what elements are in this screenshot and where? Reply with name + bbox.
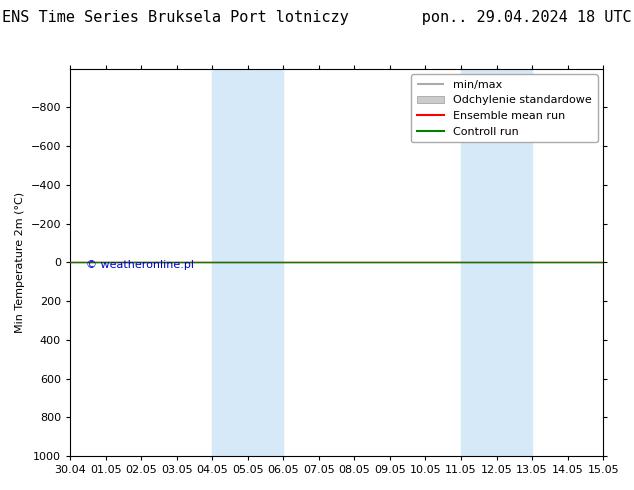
Y-axis label: Min Temperature 2m (°C): Min Temperature 2m (°C)	[15, 192, 25, 333]
Text: © weatheronline.pl: © weatheronline.pl	[86, 260, 194, 270]
Text: ENS Time Series Bruksela Port lotniczy        pon.. 29.04.2024 18 UTC: ENS Time Series Bruksela Port lotniczy p…	[2, 10, 632, 25]
Bar	[212, 69, 283, 456]
Bar	[461, 69, 532, 456]
Legend: min/max, Odchylenie standardowe, Ensemble mean run, Controll run: min/max, Odchylenie standardowe, Ensembl…	[411, 74, 598, 142]
